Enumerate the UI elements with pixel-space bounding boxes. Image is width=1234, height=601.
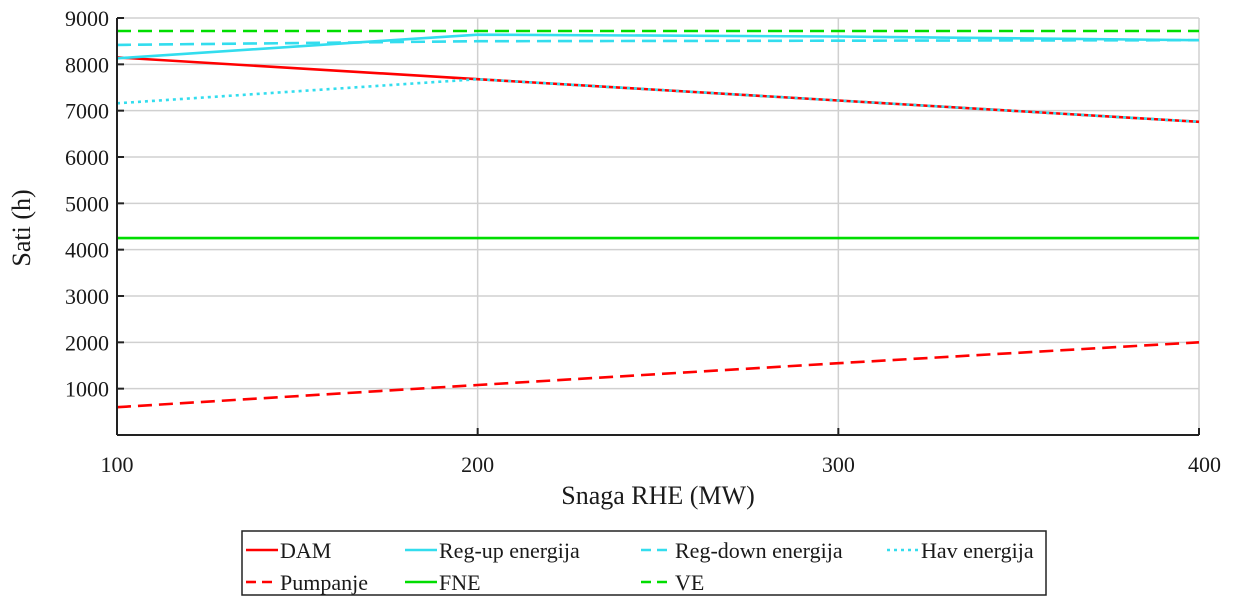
axes [116,17,1200,436]
tick-labels: 1000 2000 3000 4000 5000 6000 7000 8000 9000 100 2… [65,6,1221,477]
x-tick-label: 100 [101,452,134,477]
y-tick-label: 9000 [65,6,109,31]
legend-label: FNE [439,570,481,595]
series-line-reg-up-energija [116,33,1200,60]
y-axis-title: Sati (h) [7,189,36,266]
y-tick-label: 5000 [65,191,109,216]
x-axis-title: Snaga RHE (MW) [561,481,755,510]
y-tick-label: 6000 [65,145,109,170]
legend: DAM Reg-up energija Reg-down energija Hav e… [241,530,1047,596]
series-line-dam [116,56,1200,124]
legend-label: Reg-up energija [439,538,580,563]
series-line-hav-energija [116,77,1200,124]
series-lines [116,29,1200,409]
legend-label: DAM [280,538,331,563]
legend-label: Hav energija [921,538,1034,563]
legend-label: Reg-down energija [675,538,843,563]
y-tick-label: 4000 [65,238,109,263]
y-tick-label: 7000 [65,99,109,124]
y-tick-label: 8000 [65,52,109,77]
x-tick-label: 300 [822,452,855,477]
y-tick-label: 1000 [65,377,109,402]
legend-label: Pumpanje [280,570,368,595]
y-tick-label: 2000 [65,330,109,355]
legend-label: VE [675,570,704,595]
grid [116,17,1200,435]
series-line-reg-down-energija [116,38,1200,47]
x-tick-label: 400 [1188,452,1221,477]
y-tick-label: 3000 [65,284,109,309]
x-tick-label: 200 [461,452,494,477]
series-line-pumpanje [116,341,1200,409]
legend-box [241,530,1047,596]
